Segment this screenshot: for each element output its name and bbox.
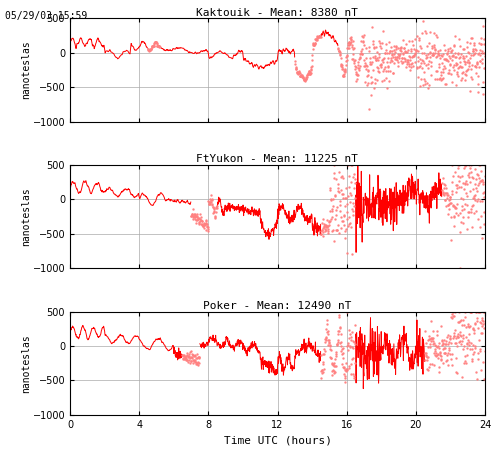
Title: Kaktouik - Mean: 8380 nT: Kaktouik - Mean: 8380 nT (196, 8, 358, 18)
Y-axis label: nanoteslas: nanoteslas (21, 41, 31, 100)
X-axis label: Time UTC (hours): Time UTC (hours) (224, 435, 332, 445)
Y-axis label: nanoteslas: nanoteslas (21, 187, 31, 246)
Y-axis label: nanoteslas: nanoteslas (21, 334, 31, 393)
Title: Poker - Mean: 12490 nT: Poker - Mean: 12490 nT (203, 301, 352, 311)
Text: 05/29/03 15:59: 05/29/03 15:59 (5, 11, 87, 21)
Title: FtYukon - Mean: 11225 nT: FtYukon - Mean: 11225 nT (196, 154, 358, 164)
